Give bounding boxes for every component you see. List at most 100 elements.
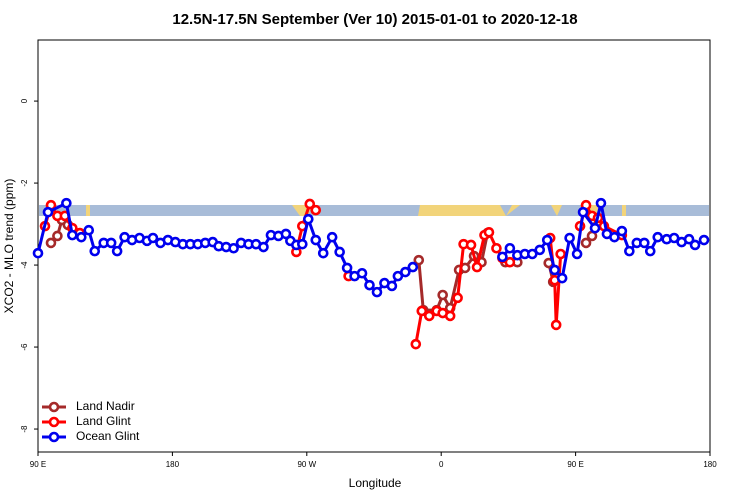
data-point xyxy=(556,272,568,284)
data-point xyxy=(304,198,316,210)
data-point xyxy=(624,245,635,257)
data-point xyxy=(334,246,345,258)
y-axis-label: XCO2 - MLO trend (ppm) xyxy=(2,179,16,314)
data-point xyxy=(595,197,607,209)
data-point xyxy=(541,234,553,246)
y-tick-label: -4 xyxy=(20,261,29,269)
data-point xyxy=(698,234,710,246)
data-point xyxy=(302,213,314,225)
data-point xyxy=(297,238,308,250)
legend-label: Ocean Glint xyxy=(76,429,140,443)
data-point xyxy=(444,310,456,322)
data-point xyxy=(228,242,239,254)
legend-label: Land Glint xyxy=(76,414,131,428)
legend-label: Land Nadir xyxy=(76,399,135,413)
legend-marker xyxy=(48,431,60,443)
x-tick-label: 90 E xyxy=(567,460,583,469)
data-point xyxy=(550,319,562,331)
x-tick-label: 90 W xyxy=(297,460,316,469)
data-point xyxy=(526,248,538,260)
data-point xyxy=(356,267,368,279)
data-point xyxy=(497,251,508,263)
data-point xyxy=(504,242,516,254)
data-point xyxy=(410,338,422,350)
data-point xyxy=(471,261,483,273)
band-land xyxy=(551,205,562,216)
y-tick-label: -8 xyxy=(20,425,29,433)
data-point xyxy=(452,292,463,304)
band-land xyxy=(622,205,626,216)
data-point xyxy=(280,228,292,240)
data-point xyxy=(317,247,329,259)
data-point xyxy=(683,233,695,245)
data-point xyxy=(386,280,398,292)
data-point xyxy=(32,247,44,259)
data-point xyxy=(105,237,117,249)
land-fraction-band xyxy=(39,205,709,216)
data-point xyxy=(42,206,54,218)
data-point xyxy=(83,224,95,236)
data-point xyxy=(616,225,628,237)
data-point xyxy=(407,261,419,273)
data-point xyxy=(580,237,592,249)
data-point xyxy=(644,245,656,257)
series xyxy=(32,197,710,298)
data-point xyxy=(589,222,601,234)
band-land xyxy=(86,205,90,216)
data-point xyxy=(652,231,664,243)
data-point xyxy=(609,231,620,243)
x-axis-label: Longitude xyxy=(349,476,402,490)
data-point xyxy=(258,241,269,253)
data-point xyxy=(310,234,322,246)
data-point xyxy=(689,239,701,251)
data-point xyxy=(400,266,411,278)
data-point xyxy=(371,286,383,298)
data-point xyxy=(504,256,516,268)
y-tick-label: -6 xyxy=(20,343,29,351)
plot-frame xyxy=(37,39,711,453)
series-line xyxy=(43,202,623,345)
data-point xyxy=(564,232,575,244)
x-tick-label: 180 xyxy=(703,460,717,469)
x-tick-label: 180 xyxy=(166,460,180,469)
y-tick-label: -2 xyxy=(20,179,29,187)
data-point xyxy=(413,254,425,266)
data-point xyxy=(341,262,353,274)
data-point xyxy=(571,248,583,260)
legend-marker xyxy=(48,416,60,428)
chart-title: 12.5N-17.5N September (Ver 10) 2015-01-0… xyxy=(172,11,577,28)
data-point xyxy=(483,226,495,238)
data-point xyxy=(326,231,338,243)
data-point xyxy=(416,305,428,317)
y-tick-label: 0 xyxy=(20,98,29,103)
data-point xyxy=(67,229,78,241)
data-point xyxy=(549,264,560,276)
x-tick-label: 0 xyxy=(439,460,444,469)
data-point xyxy=(638,237,650,249)
data-point xyxy=(392,270,404,282)
data-point xyxy=(89,245,101,257)
data-point xyxy=(310,204,322,216)
band-land xyxy=(506,205,520,216)
data-point xyxy=(465,239,477,251)
data-point xyxy=(423,310,435,322)
data-point xyxy=(111,245,123,257)
data-point xyxy=(437,289,448,301)
data-point xyxy=(45,237,57,249)
data-point xyxy=(534,244,546,256)
data-point xyxy=(491,242,502,254)
band-ocean xyxy=(39,205,709,216)
data-point xyxy=(52,230,63,242)
data-point xyxy=(61,197,72,209)
x-tick-label: 90 E xyxy=(30,460,46,469)
series xyxy=(45,214,604,316)
band-land xyxy=(418,205,506,216)
data-point xyxy=(668,232,680,244)
series xyxy=(39,198,628,350)
series-line xyxy=(36,201,705,294)
data-point xyxy=(147,232,159,244)
legend-marker xyxy=(48,401,60,413)
data-point xyxy=(555,248,566,260)
data-point xyxy=(76,231,87,243)
